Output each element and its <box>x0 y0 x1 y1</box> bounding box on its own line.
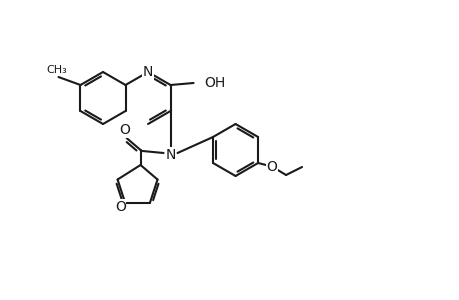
Text: OH: OH <box>204 76 225 90</box>
Text: O: O <box>266 160 277 174</box>
Text: N: N <box>143 65 153 79</box>
Text: O: O <box>114 200 125 214</box>
Text: O: O <box>119 123 130 137</box>
Text: CH₃: CH₃ <box>46 65 67 75</box>
Text: N: N <box>165 148 175 162</box>
